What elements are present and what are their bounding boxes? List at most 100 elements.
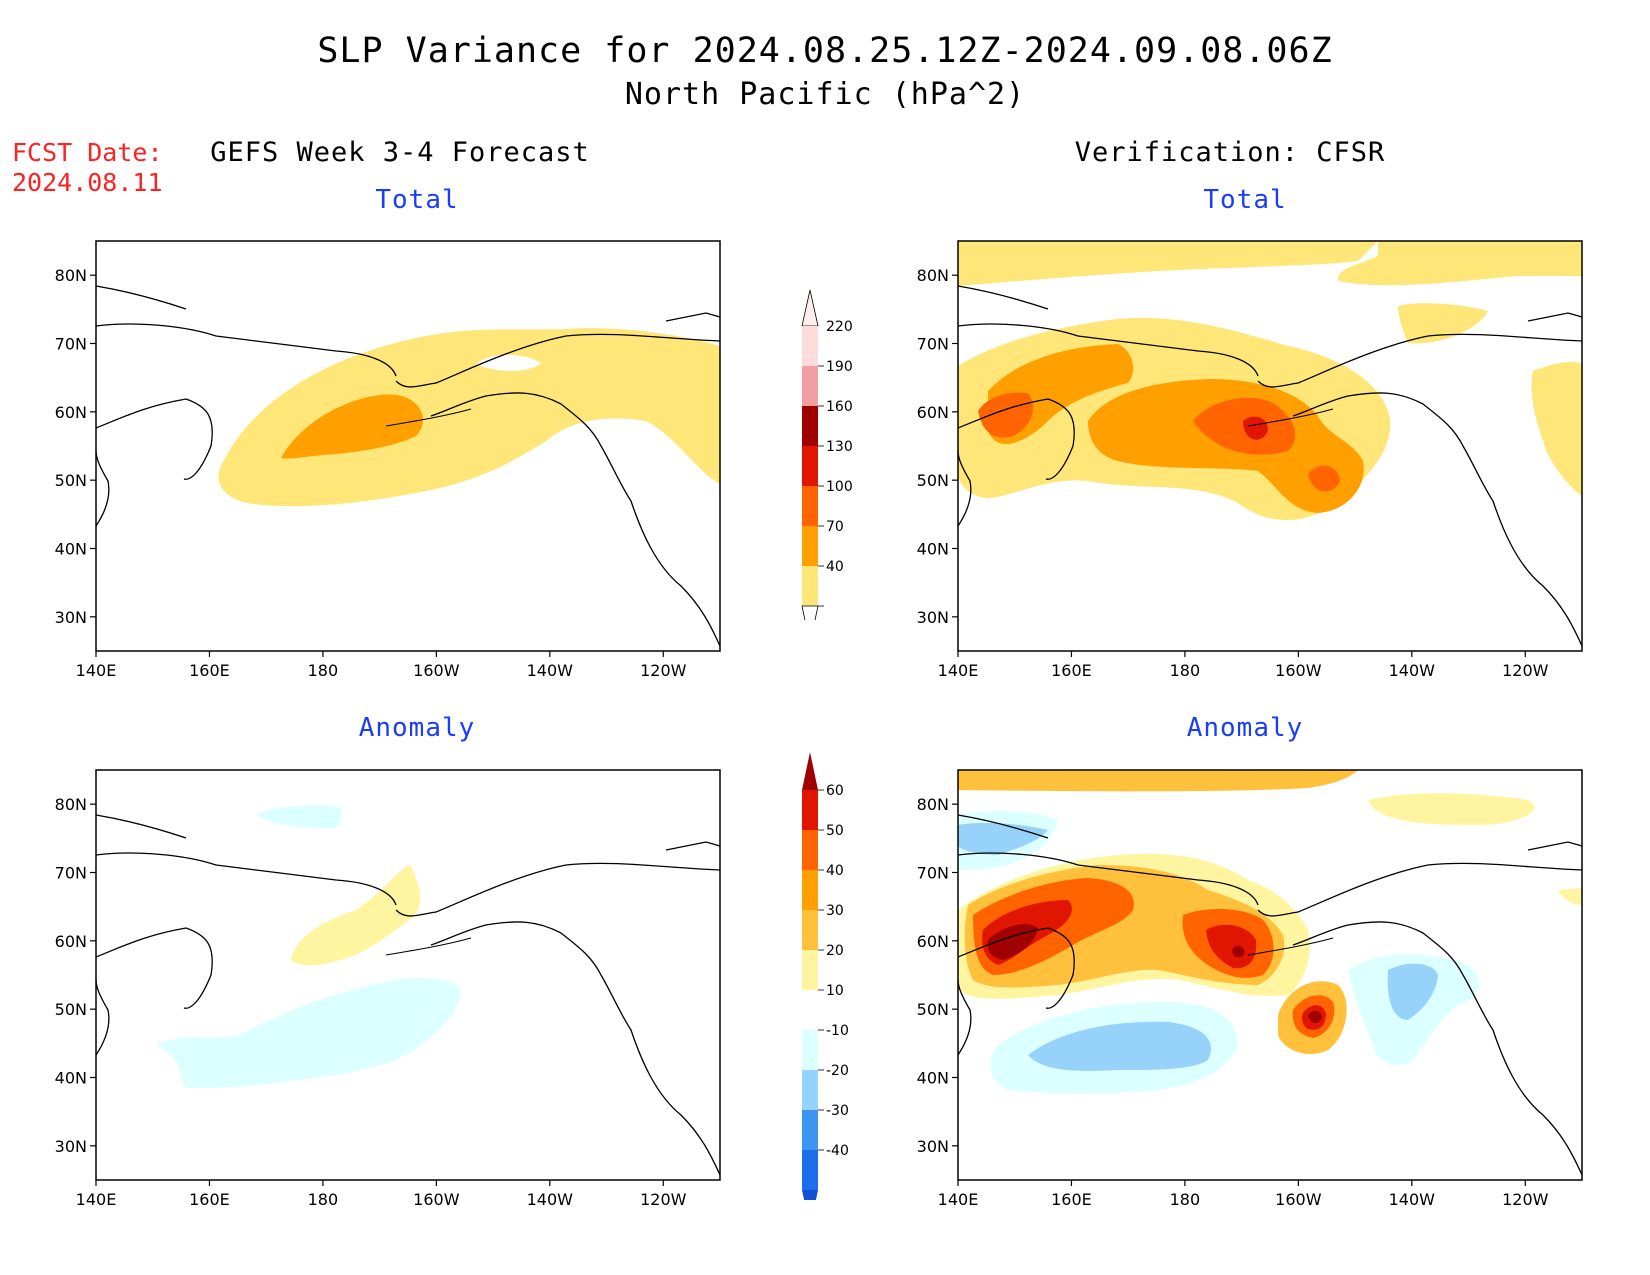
colorbar-total: 220 190 160 130 100 70 40 — [801, 289, 853, 620]
colorbar-label: 40 — [826, 559, 844, 575]
lat-tick-label: 60N — [917, 932, 949, 951]
lon-tick-label: 160E — [189, 1190, 230, 1209]
colorbar-swatch — [802, 1150, 818, 1190]
colorbar-swatch — [802, 1070, 818, 1110]
lat-tick-label: 40N — [917, 540, 949, 559]
colorbar-swatch — [802, 910, 818, 950]
colorbar-bottom-arrow — [802, 1190, 818, 1200]
lat-tick-label: 60N — [55, 932, 87, 951]
colorbar-swatch — [802, 486, 818, 526]
colorbar-swatch — [802, 790, 818, 830]
lat-tick-label: 30N — [55, 1137, 87, 1156]
map-panel-gefs-total: 80N 70N 60N 50N 40N 30N 140E 160E 180 160W 140W 120… — [55, 240, 721, 680]
figure-title: SLP Variance for 2024.08.25.12Z-2024.09.… — [317, 31, 1333, 71]
axis-ticks: 80N 70N 60N 50N 40N 30N 140E 160E 180 160W 140W 120… — [917, 266, 1549, 680]
lat-tick-label: 40N — [55, 1069, 87, 1088]
lon-tick-label: 180 — [308, 1190, 339, 1209]
shaded-contours — [156, 805, 461, 1088]
colorbar-anomaly: 60 50 40 30 20 10 -10 -20 -30 -40 — [802, 752, 849, 1200]
colorbar-label: 190 — [826, 359, 853, 375]
lon-tick-label: 140E — [76, 661, 117, 680]
colorbar-label: 220 — [826, 319, 853, 335]
colorbar-swatch — [802, 566, 818, 606]
axis-ticks: 80N 70N 60N 50N 40N 30N 140E 160E 180 160W 140W 120… — [917, 795, 1549, 1209]
lon-tick-label: 120W — [640, 1190, 687, 1209]
colorbar-swatch — [802, 406, 818, 446]
lat-tick-label: 50N — [917, 471, 949, 490]
colorbar-swatch — [802, 1110, 818, 1150]
colorbar-bottom-arrow — [801, 605, 819, 620]
lon-tick-label: 160W — [413, 1190, 460, 1209]
lat-tick-label: 70N — [917, 335, 949, 354]
lat-tick-label: 80N — [55, 266, 87, 285]
lat-tick-label: 60N — [55, 403, 87, 422]
lat-tick-label: 80N — [917, 795, 949, 814]
lon-tick-label: 140E — [938, 661, 979, 680]
fcst-date-label: FCST Date: 2024.08.11 — [12, 138, 163, 198]
lat-tick-label: 80N — [917, 266, 949, 285]
colorbar-label: 100 — [826, 479, 853, 495]
colorbar-label: -20 — [826, 1063, 849, 1079]
shaded-contours — [958, 241, 1582, 521]
panel-title-right-anomaly: Anomaly — [1186, 713, 1304, 743]
figure-subtitle: North Pacific (hPa^2) — [624, 77, 1026, 112]
lat-tick-label: 30N — [917, 608, 949, 627]
lon-tick-label: 140W — [1389, 1190, 1436, 1209]
lon-tick-label: 160E — [1051, 1190, 1092, 1209]
colorbar-label: -40 — [826, 1143, 849, 1159]
coastlines — [957, 285, 1583, 647]
coastlines — [95, 285, 721, 647]
axis-ticks: 80N 70N 60N 50N 40N 30N 140E 160E 180 160W 140W 120… — [55, 266, 687, 680]
colorbar-top-arrow — [801, 289, 819, 327]
colorbar-label: 10 — [826, 983, 844, 999]
lon-tick-label: 160E — [1051, 661, 1092, 680]
lon-tick-label: 140W — [1389, 661, 1436, 680]
fcst-label: FCST Date: — [12, 138, 163, 167]
colorbar-swatch — [802, 990, 818, 1030]
lon-tick-label: 160W — [1275, 661, 1322, 680]
lon-tick-label: 140W — [527, 661, 574, 680]
colorbar-swatch — [802, 870, 818, 910]
lat-tick-label: 70N — [55, 335, 87, 354]
map-panel-cfsr-anomaly: 80N 70N 60N 50N 40N 30N 140E 160E 180 160W 140W 120… — [917, 769, 1583, 1209]
colorbar-label: 60 — [826, 783, 844, 799]
colorbar-swatch — [802, 446, 818, 486]
lon-tick-label: 120W — [1502, 1190, 1549, 1209]
colorbar-label: -10 — [826, 1023, 849, 1039]
lon-tick-label: 180 — [308, 661, 339, 680]
lat-tick-label: 30N — [55, 608, 87, 627]
lat-tick-label: 50N — [55, 1000, 87, 1019]
map-panel-cfsr-total: 80N 70N 60N 50N 40N 30N 140E 160E 180 160W 140W 120… — [917, 240, 1583, 680]
coastlines — [957, 814, 1583, 1176]
colorbar-label: 40 — [826, 863, 844, 879]
colorbar-label: -30 — [826, 1103, 849, 1119]
lat-tick-label: 50N — [917, 1000, 949, 1019]
lon-tick-label: 160W — [1275, 1190, 1322, 1209]
coastlines — [95, 814, 721, 1176]
lon-tick-label: 160W — [413, 661, 460, 680]
colorbar-swatch — [802, 366, 818, 406]
lat-tick-label: 60N — [917, 403, 949, 422]
panel-title-left-total: Total — [375, 185, 459, 215]
colorbar-label: 50 — [826, 823, 844, 839]
colorbar-swatch — [802, 950, 818, 990]
colorbar-swatch — [802, 526, 818, 566]
panel-title-right-total: Total — [1203, 185, 1287, 215]
lon-tick-label: 140E — [76, 1190, 117, 1209]
colorbar-swatch — [802, 830, 818, 870]
colorbar-top-arrow — [802, 752, 818, 790]
lat-tick-label: 30N — [917, 1137, 949, 1156]
fcst-date: 2024.08.11 — [12, 168, 163, 197]
lat-tick-label: 40N — [55, 540, 87, 559]
map-panel-gefs-anomaly: 80N 70N 60N 50N 40N 30N 140E 160E 180 160W 140W 120… — [55, 769, 721, 1209]
colorbar-label: 30 — [826, 903, 844, 919]
colorbar-label: 130 — [826, 439, 853, 455]
colorbar-label: 160 — [826, 399, 853, 415]
shaded-contours — [958, 770, 1582, 1094]
colorbar-swatch — [802, 326, 818, 366]
panel-title-left-anomaly: Anomaly — [358, 713, 476, 743]
lon-tick-label: 180 — [1170, 1190, 1201, 1209]
lon-tick-label: 140W — [527, 1190, 574, 1209]
colorbar-label: 20 — [826, 943, 844, 959]
lat-tick-label: 40N — [917, 1069, 949, 1088]
